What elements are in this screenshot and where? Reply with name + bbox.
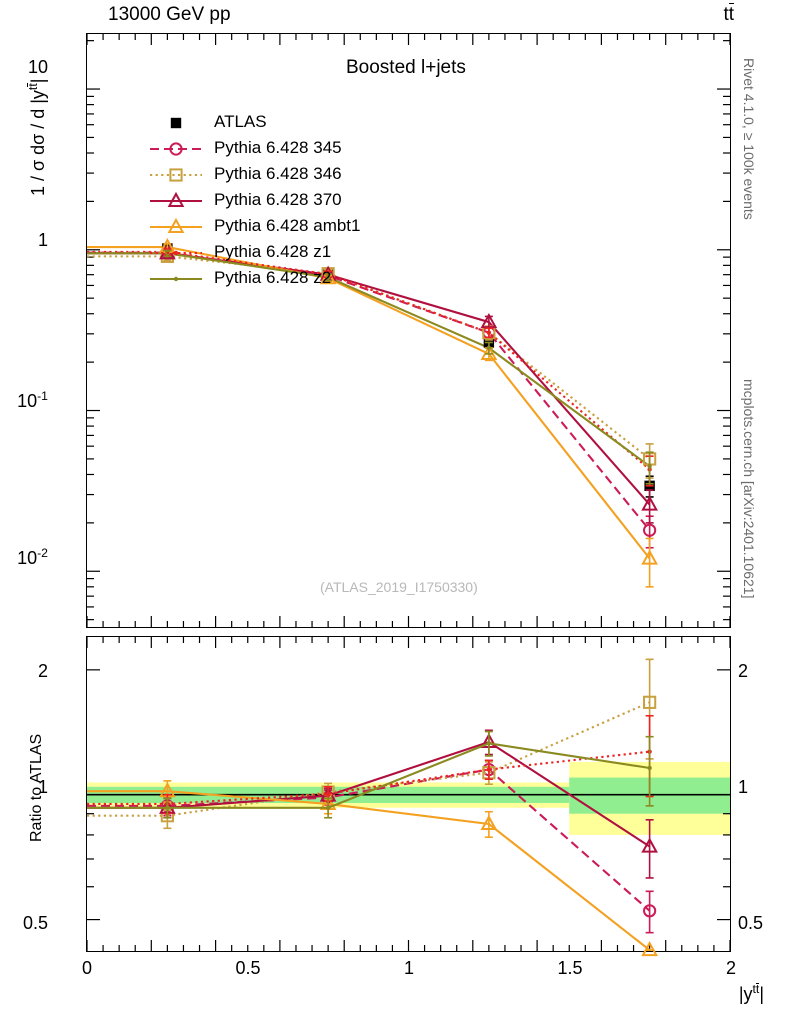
plot-title: Boosted l+jets xyxy=(346,57,466,78)
legend-label: Pythia 6.428 345 xyxy=(214,138,342,157)
legend-marker-dot-icon xyxy=(148,266,204,292)
legend-marker-square-icon xyxy=(148,162,204,188)
ratio-y-tick-05-right: 0.5 xyxy=(738,913,764,933)
legend-marker-dot-icon xyxy=(148,240,204,266)
x-axis-label: |y tt| xyxy=(738,982,764,1004)
y-tick-1e-1: 10-1 xyxy=(17,389,48,411)
ratio-y-tick-2-left: 2 xyxy=(37,661,48,681)
x-tick-0: 0 xyxy=(81,958,92,978)
main-plot-panel xyxy=(86,33,731,628)
beam-energy-label: 13000 GeV pp xyxy=(108,4,231,25)
ratio-y-tick-2-right: 2 xyxy=(738,661,749,681)
legend-label: ATLAS xyxy=(214,112,267,131)
x-tick-1: 1 xyxy=(403,958,414,978)
rivet-version-label: Rivet 4.1.0, ≥ 100k events xyxy=(741,58,757,220)
y-tick-1e-2: 10-2 xyxy=(17,546,48,568)
legend-label: Pythia 6.428 z2 xyxy=(214,268,332,287)
y-tick-10: 10 xyxy=(27,57,48,77)
process-label: tt xyxy=(723,2,734,25)
ratio-y-tick-05-left: 0.5 xyxy=(22,913,48,933)
x-tick-15: 1.5 xyxy=(557,958,583,978)
legend-marker-circle-icon xyxy=(148,136,204,162)
analysis-watermark: (ATLAS_2019_I1750330) xyxy=(320,579,478,595)
ratio-y-tick-1-left: 1 xyxy=(37,777,48,797)
source-label: mcplots.cern.ch [arXiv:2401.10621] xyxy=(741,379,757,599)
legend-label: Pythia 6.428 370 xyxy=(214,190,342,209)
ratio-plot-canvas xyxy=(86,637,731,957)
y-axis-label: 1 / σ dσ / d |y tt| xyxy=(26,78,48,196)
ratio-plot-panel xyxy=(86,636,731,957)
legend-label: Pythia 6.428 z1 xyxy=(214,242,332,261)
legend-marker-fsquare-icon xyxy=(148,110,204,136)
y-tick-1: 1 xyxy=(37,230,48,250)
x-tick-05: 0.5 xyxy=(235,958,261,978)
x-tick-2: 2 xyxy=(725,958,736,978)
legend-marker-triangle-icon xyxy=(148,214,204,240)
legend-label: Pythia 6.428 ambt1 xyxy=(214,216,361,235)
legend-label: Pythia 6.428 346 xyxy=(214,164,342,183)
ratio-y-tick-1-right: 1 xyxy=(738,777,749,797)
legend-marker-triangle-icon xyxy=(148,188,204,214)
main-plot-canvas xyxy=(86,34,731,627)
